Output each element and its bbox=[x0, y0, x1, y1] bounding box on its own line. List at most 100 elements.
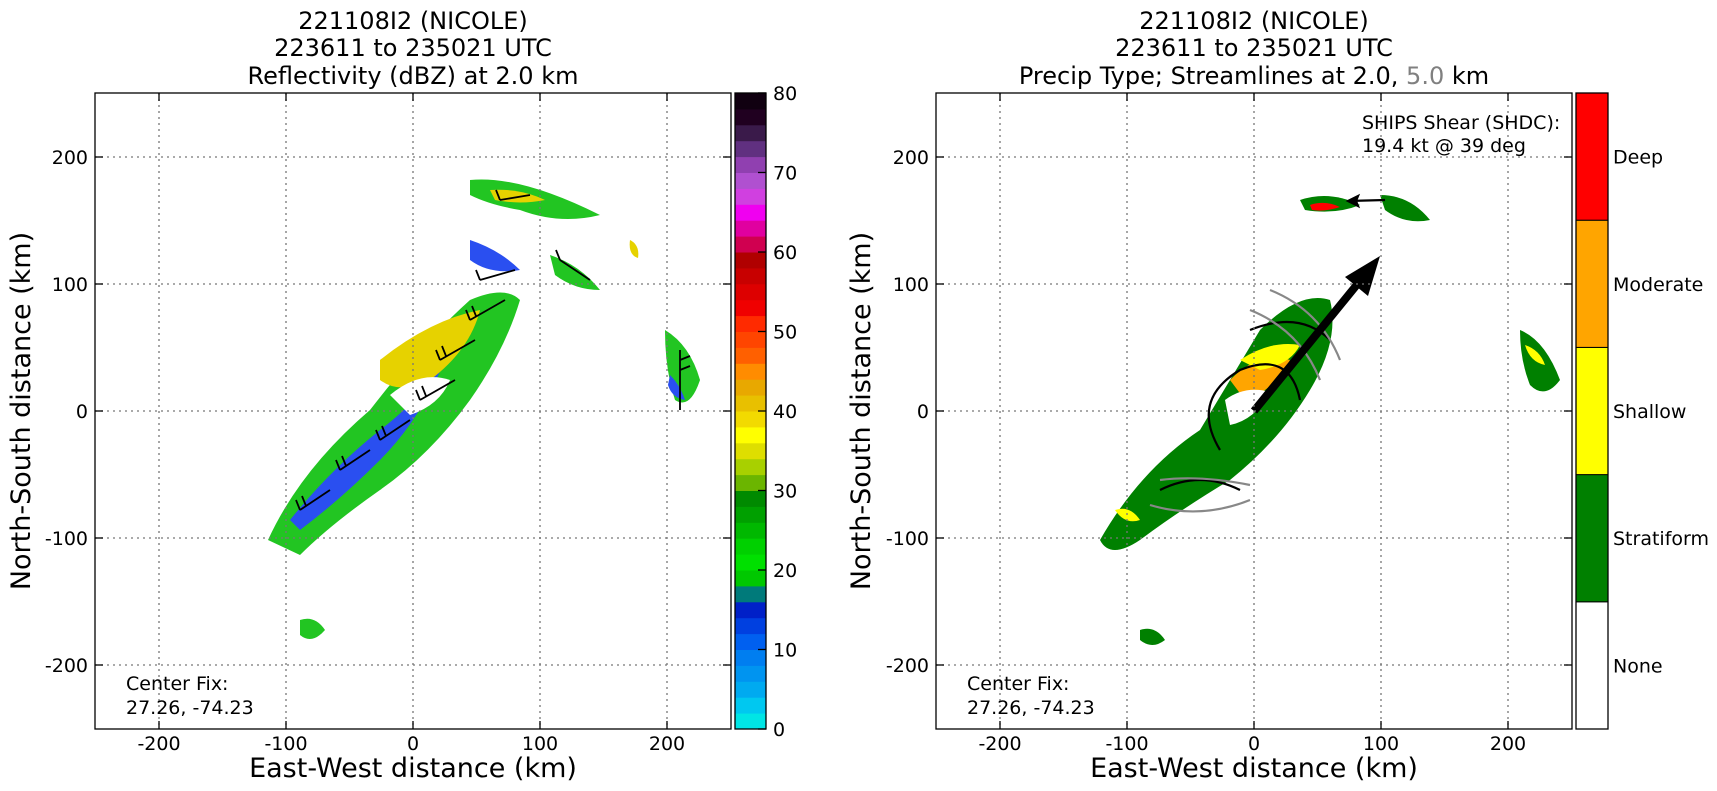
colorbar-segment bbox=[735, 379, 766, 396]
colorbar-segment bbox=[735, 713, 766, 730]
precip-category-label: Shallow bbox=[1613, 401, 1686, 423]
streamlines bbox=[1149, 193, 1386, 513]
colorbar-tick-label: 80 bbox=[773, 83, 797, 105]
colorbar-segment bbox=[735, 204, 766, 221]
right-center-fix-value: 27.26, -74.23 bbox=[967, 697, 1095, 719]
right-center-fix-label: Center Fix: bbox=[967, 673, 1069, 695]
colorbar-segment bbox=[735, 585, 766, 603]
colorbar-segment bbox=[735, 347, 766, 364]
precip-type-colorbar-labels: None Stratiform Shallow Moderate Deep bbox=[1613, 147, 1709, 678]
colorbar-segment bbox=[735, 506, 766, 523]
precip-type-colorbar-frame bbox=[1575, 92, 1609, 730]
colorbar-segment bbox=[735, 252, 766, 269]
colorbar-segment bbox=[735, 363, 766, 380]
colorbar-segment bbox=[735, 681, 766, 698]
colorbar-segment bbox=[735, 649, 766, 666]
left-title-line1: 221108I2 (NICOLE) bbox=[298, 7, 528, 35]
right-xtick-label: 100 bbox=[1363, 733, 1399, 755]
colorbar-segment bbox=[735, 665, 766, 682]
left-xtick-label: 200 bbox=[649, 733, 685, 755]
colorbar-segment bbox=[735, 538, 766, 555]
colorbar-segment bbox=[735, 474, 766, 491]
colorbar-segment bbox=[735, 426, 766, 444]
left-ticks bbox=[95, 93, 731, 729]
left-ytick-label: -100 bbox=[45, 528, 88, 550]
colorbar-segment bbox=[735, 554, 766, 571]
left-ytick-label: -200 bbox=[45, 655, 88, 677]
shear-value: 19.4 kt @ 39 deg bbox=[1362, 135, 1526, 157]
colorbar-tick-label: 60 bbox=[773, 242, 797, 264]
reflectivity-colorbar-labels: 0 10 20 30 40 50 60 70 80 bbox=[758, 83, 797, 741]
left-xtick-label: -200 bbox=[137, 733, 180, 755]
precip-category-label: Moderate bbox=[1613, 274, 1703, 296]
colorbar-segment bbox=[735, 490, 766, 507]
colorbar-segment bbox=[735, 522, 766, 539]
right-xtick-label: 200 bbox=[1490, 733, 1526, 755]
colorbar-segment bbox=[735, 220, 766, 237]
left-ylabel: North-South distance (km) bbox=[6, 232, 37, 590]
colorbar-segment bbox=[735, 617, 766, 635]
right-title-line3-pre: Precip Type; Streamlines at 2.0, bbox=[1019, 62, 1399, 90]
colorbar-tick-label: 30 bbox=[773, 481, 797, 503]
left-panel: 221108I2 (NICOLE) 223611 to 235021 UTC R… bbox=[6, 7, 797, 784]
right-ytick-label: 200 bbox=[893, 147, 929, 169]
precip-type-field bbox=[1100, 195, 1560, 645]
colorbar-segment bbox=[735, 236, 766, 253]
right-xtick-label: -100 bbox=[1105, 733, 1148, 755]
colorbar-segment bbox=[735, 93, 766, 110]
colorbar-segment bbox=[735, 156, 766, 173]
colorbar-segment bbox=[735, 299, 766, 317]
precip-colorbar-segment bbox=[1575, 601, 1609, 730]
colorbar-segment bbox=[735, 188, 766, 205]
colorbar-segment bbox=[735, 172, 766, 189]
left-xtick-label: -100 bbox=[264, 733, 307, 755]
precip-category-label: Stratiform bbox=[1613, 528, 1709, 550]
right-xtick-label: -200 bbox=[978, 733, 1021, 755]
right-title-line3: Precip Type; Streamlines at 2.0, 5.0 km bbox=[1019, 62, 1489, 90]
right-title-line3-mid: 5.0 bbox=[1406, 62, 1444, 90]
colorbar-segment bbox=[735, 267, 766, 285]
right-ylabel: North-South distance (km) bbox=[846, 232, 877, 590]
left-xlabel: East-West distance (km) bbox=[249, 753, 577, 784]
shear-arrow bbox=[1250, 256, 1380, 414]
right-title-line2: 223611 to 235021 UTC bbox=[1115, 34, 1393, 62]
right-title-line1: 221108I2 (NICOLE) bbox=[1139, 7, 1369, 35]
colorbar-tick-label: 40 bbox=[773, 401, 797, 423]
colorbar-segment bbox=[735, 442, 766, 460]
right-xlabel: East-West distance (km) bbox=[1090, 753, 1418, 784]
colorbar-tick-label: 20 bbox=[773, 560, 797, 582]
precip-colorbar-segment bbox=[1575, 219, 1609, 348]
colorbar-segment bbox=[735, 633, 766, 650]
colorbar-segment bbox=[735, 395, 766, 412]
left-ytick-label: 0 bbox=[76, 401, 88, 423]
colorbar-segment bbox=[735, 315, 766, 332]
colorbar-tick-label: 70 bbox=[773, 163, 797, 185]
reflectivity-field bbox=[268, 179, 700, 639]
left-title-line2: 223611 to 235021 UTC bbox=[274, 34, 552, 62]
colorbar-segment bbox=[735, 140, 766, 158]
right-ytick-label: 0 bbox=[917, 401, 929, 423]
precip-colorbar-segment bbox=[1575, 474, 1609, 603]
left-ytick-label: 200 bbox=[52, 147, 88, 169]
precip-category-label: None bbox=[1613, 655, 1663, 677]
precip-colorbar-segment bbox=[1575, 346, 1609, 476]
right-xtick-label: 0 bbox=[1248, 733, 1260, 755]
colorbar-segment bbox=[735, 331, 766, 348]
right-grid bbox=[936, 93, 1572, 729]
colorbar-segment bbox=[735, 697, 766, 714]
right-ytick-label: -200 bbox=[886, 655, 929, 677]
colorbar-segment bbox=[735, 283, 766, 301]
colorbar-segment bbox=[735, 411, 766, 428]
shear-label: SHIPS Shear (SHDC): bbox=[1362, 112, 1560, 134]
colorbar-tick-label: 0 bbox=[773, 719, 785, 741]
colorbar-tick-label: 10 bbox=[773, 640, 797, 662]
wind-barbs bbox=[295, 189, 691, 511]
right-panel: 221108I2 (NICOLE) 223611 to 235021 UTC P… bbox=[846, 7, 1709, 784]
colorbar-segment bbox=[735, 458, 766, 476]
left-center-fix-value: 27.26, -74.23 bbox=[126, 697, 254, 719]
right-ticks bbox=[936, 93, 1572, 729]
reflectivity-colorbar bbox=[735, 93, 766, 730]
colorbar-segment bbox=[735, 108, 766, 126]
left-center-fix-label: Center Fix: bbox=[126, 673, 228, 695]
